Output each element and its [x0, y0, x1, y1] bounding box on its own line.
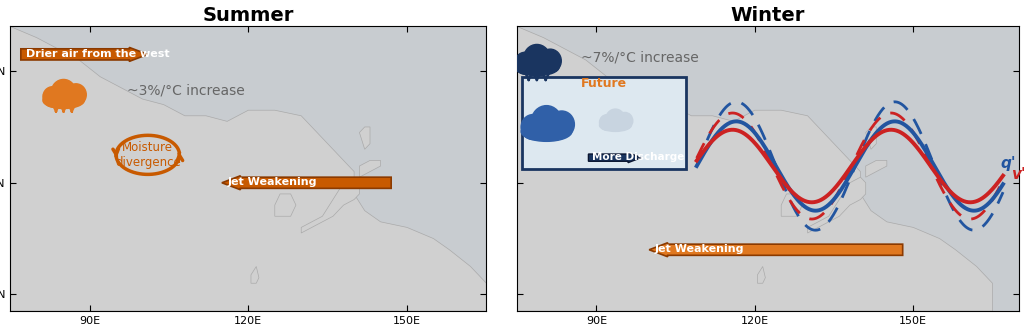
Polygon shape [865, 127, 877, 149]
Text: Drier air from the west: Drier air from the west [27, 49, 170, 59]
Polygon shape [301, 177, 359, 233]
Circle shape [616, 113, 633, 129]
Polygon shape [865, 161, 887, 177]
Polygon shape [808, 177, 865, 233]
Text: q': q' [1000, 156, 1016, 171]
Circle shape [43, 87, 62, 107]
Text: ~3%/°C increase: ~3%/°C increase [127, 84, 245, 98]
Circle shape [66, 84, 86, 106]
Title: Summer: Summer [203, 6, 294, 25]
Circle shape [521, 115, 545, 140]
Text: More Discharge: More Discharge [592, 152, 684, 162]
Circle shape [531, 106, 562, 138]
Circle shape [606, 109, 625, 129]
Text: Jet Weakening: Jet Weakening [654, 244, 744, 254]
Text: v': v' [1011, 167, 1024, 182]
Text: Moisture
divergence: Moisture divergence [115, 141, 180, 169]
FancyBboxPatch shape [522, 77, 686, 169]
Text: Jet Weakening: Jet Weakening [227, 177, 316, 187]
Polygon shape [10, 26, 486, 311]
Circle shape [515, 52, 536, 74]
Title: Winter: Winter [731, 6, 805, 25]
FancyArrow shape [589, 153, 641, 163]
Polygon shape [251, 266, 259, 283]
FancyArrow shape [222, 176, 391, 190]
Text: Future: Future [582, 77, 628, 90]
Polygon shape [517, 26, 992, 311]
Circle shape [523, 44, 550, 72]
FancyArrow shape [649, 243, 903, 257]
Text: ~7%/°C increase: ~7%/°C increase [581, 50, 698, 64]
Ellipse shape [43, 92, 84, 109]
Polygon shape [758, 266, 765, 283]
Polygon shape [781, 194, 803, 216]
FancyArrow shape [20, 47, 147, 61]
Ellipse shape [599, 119, 631, 131]
Polygon shape [359, 161, 381, 177]
Polygon shape [274, 194, 296, 216]
Polygon shape [359, 127, 370, 149]
Ellipse shape [521, 122, 571, 141]
Circle shape [51, 79, 76, 106]
Circle shape [549, 111, 574, 138]
Ellipse shape [515, 59, 559, 76]
Circle shape [539, 49, 561, 72]
Circle shape [599, 115, 614, 130]
